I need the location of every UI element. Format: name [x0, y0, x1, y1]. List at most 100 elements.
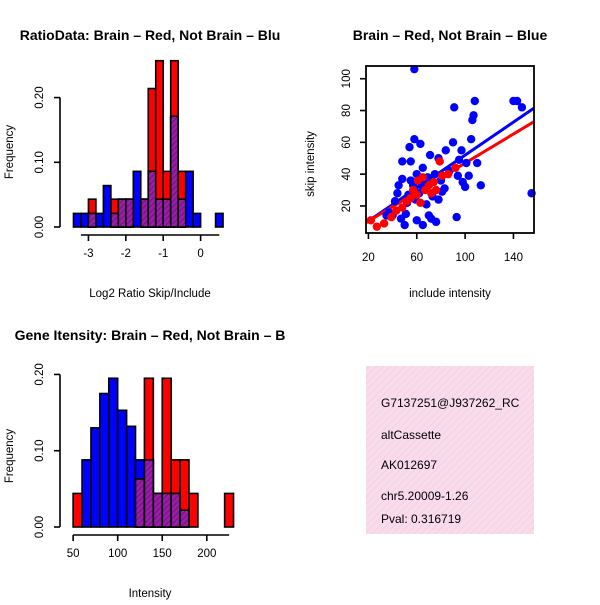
intensity-red-bar — [72, 492, 83, 528]
scatter-y-tick-label: 40 — [341, 168, 353, 181]
scatter-red-point — [372, 222, 382, 231]
ratio-histogram-ylabel: Frequency — [4, 125, 16, 180]
intensity-overlap-bar — [170, 492, 181, 528]
scatter-blue-point — [452, 212, 461, 222]
scatter-red-point — [398, 203, 407, 212]
scatter-x-tick-label: 60 — [410, 252, 423, 264]
scatter-fit-lines — [365, 106, 535, 224]
scatter-points — [366, 64, 536, 231]
intensity-red-bar — [188, 492, 199, 528]
scatter-y-tick-label: 20 — [341, 200, 353, 213]
ratio-blue-bar — [132, 170, 142, 228]
scatter-blue-point — [466, 134, 476, 144]
info-locus: chr5.20009-1.26 — [381, 489, 469, 503]
scatter-blue-point — [469, 111, 478, 120]
intensity-histogram-panel: Gene Itensity: Brain – Red, Not Brain – … — [4, 327, 285, 600]
scatter-axes: 20 40 60 80 100 20 60 100 140 — [341, 65, 535, 264]
scatter-blue-point — [454, 155, 464, 165]
ratio-overlap-bar — [147, 170, 157, 228]
ratio-histogram-bars — [72, 59, 224, 228]
ratio-x-tick-label: -2 — [121, 248, 131, 260]
ratio-overlap-bar — [87, 212, 97, 228]
scatter-blue-point — [440, 184, 449, 193]
ratio-overlap-bar — [154, 198, 165, 228]
info-accession: AK012697 — [381, 458, 437, 472]
ratio-blue-bar — [95, 212, 105, 228]
scatter-blue-point — [448, 138, 458, 147]
intensity-x-tick-label: 200 — [197, 548, 216, 560]
intensity-blue-bar — [116, 409, 128, 528]
intensity-x-tick-label: 150 — [153, 548, 172, 560]
info-box-background — [366, 366, 534, 534]
scatter-blue-point — [457, 146, 466, 155]
ratio-blue-bar — [102, 184, 112, 228]
ratio-blue-bar — [72, 212, 82, 228]
scatter-blue-point — [401, 209, 411, 219]
intensity-blue-bar — [81, 459, 92, 528]
intensity-histogram-xlabel: Intensity — [129, 588, 172, 600]
ratio-overlap-bar — [177, 198, 187, 228]
scatter-blue-point — [450, 103, 459, 112]
intensity-y-tick-label: 0.00 — [34, 516, 46, 538]
intensity-x-tick-label: 50 — [67, 548, 80, 560]
intensity-overlap-bar — [179, 509, 190, 528]
ratio-histogram-axes: 0.00 0.10 0.20 -3 -2 -1 0 — [34, 86, 220, 260]
ratio-overlap-bar — [139, 198, 150, 228]
info-id: G7137251@J937262_RC — [381, 396, 520, 410]
scatter-blue-point — [418, 163, 428, 172]
ratio-blue-bar — [192, 212, 202, 228]
intensity-y-tick-label: 0.10 — [34, 440, 46, 462]
scatter-xlabel: include intensity — [409, 288, 491, 300]
scatter-fit-line — [365, 106, 535, 224]
scatter-blue-point — [418, 220, 428, 230]
ratio-y-tick-label: 0.20 — [34, 86, 46, 108]
scatter-blue-point — [430, 169, 440, 179]
scatter-blue-point — [453, 171, 463, 180]
scatter-ylabel: skip intensity — [305, 131, 317, 197]
ratio-overlap-bar — [110, 212, 120, 228]
intensity-red-bar — [223, 492, 235, 528]
intensity-blue-bar — [99, 392, 110, 528]
info-pval: Pval: 0.316719 — [381, 512, 461, 526]
ratio-x-tick-label: 0 — [197, 248, 203, 260]
intensity-histogram-axes: 0.00 0.10 0.20 50 100 150 200 — [34, 363, 230, 560]
ratio-blue-bar — [80, 212, 90, 228]
scatter-blue-point — [412, 216, 421, 225]
info-box-clip-mask — [534, 360, 600, 540]
scatter-y-tick-label: 60 — [341, 136, 353, 149]
ratio-overlap-bar — [117, 198, 127, 228]
scatter-red-point — [387, 212, 396, 222]
scatter-blue-point — [416, 139, 425, 149]
scatter-blue-point — [400, 220, 409, 230]
scatter-blue-point — [460, 182, 470, 192]
scatter-y-tick-label: 80 — [341, 104, 353, 117]
intensity-histogram-ylabel: Frequency — [4, 429, 16, 484]
scatter-blue-point — [398, 174, 407, 184]
intensity-blue-bar — [125, 425, 137, 528]
scatter-blue-point — [470, 96, 479, 106]
ratio-overlap-bar — [162, 198, 172, 228]
scatter-x-tick-label: 100 — [456, 252, 475, 264]
intensity-blue-bar — [107, 377, 119, 528]
intensity-histogram-bars — [72, 377, 235, 528]
ratio-y-tick-label: 0.00 — [34, 216, 46, 238]
ratio-blue-bar — [184, 170, 194, 228]
ratio-y-tick-label: 0.10 — [34, 151, 46, 173]
ratio-blue-bar — [214, 212, 224, 228]
scatter-red-point — [429, 177, 438, 187]
ratio-histogram-panel: RatioData: Brain – Red, Not Brain – Blu … — [4, 27, 280, 300]
intensity-overlap-bar — [143, 459, 155, 528]
intensity-overlap-bar — [134, 478, 146, 528]
ratio-overlap-bar — [169, 115, 179, 228]
scatter-blue-point — [476, 181, 486, 190]
scatter-plot-box — [365, 65, 535, 234]
scatter-red-point — [379, 219, 389, 228]
info-panel: G7137251@J937262_RC altCassette AK012697… — [366, 360, 600, 540]
scatter-blue-point — [410, 134, 419, 144]
scatter-red-point — [412, 190, 421, 200]
scatter-red-point — [416, 198, 425, 207]
scatter-blue-point — [406, 157, 415, 166]
scatter-x-tick-label: 140 — [504, 252, 523, 264]
